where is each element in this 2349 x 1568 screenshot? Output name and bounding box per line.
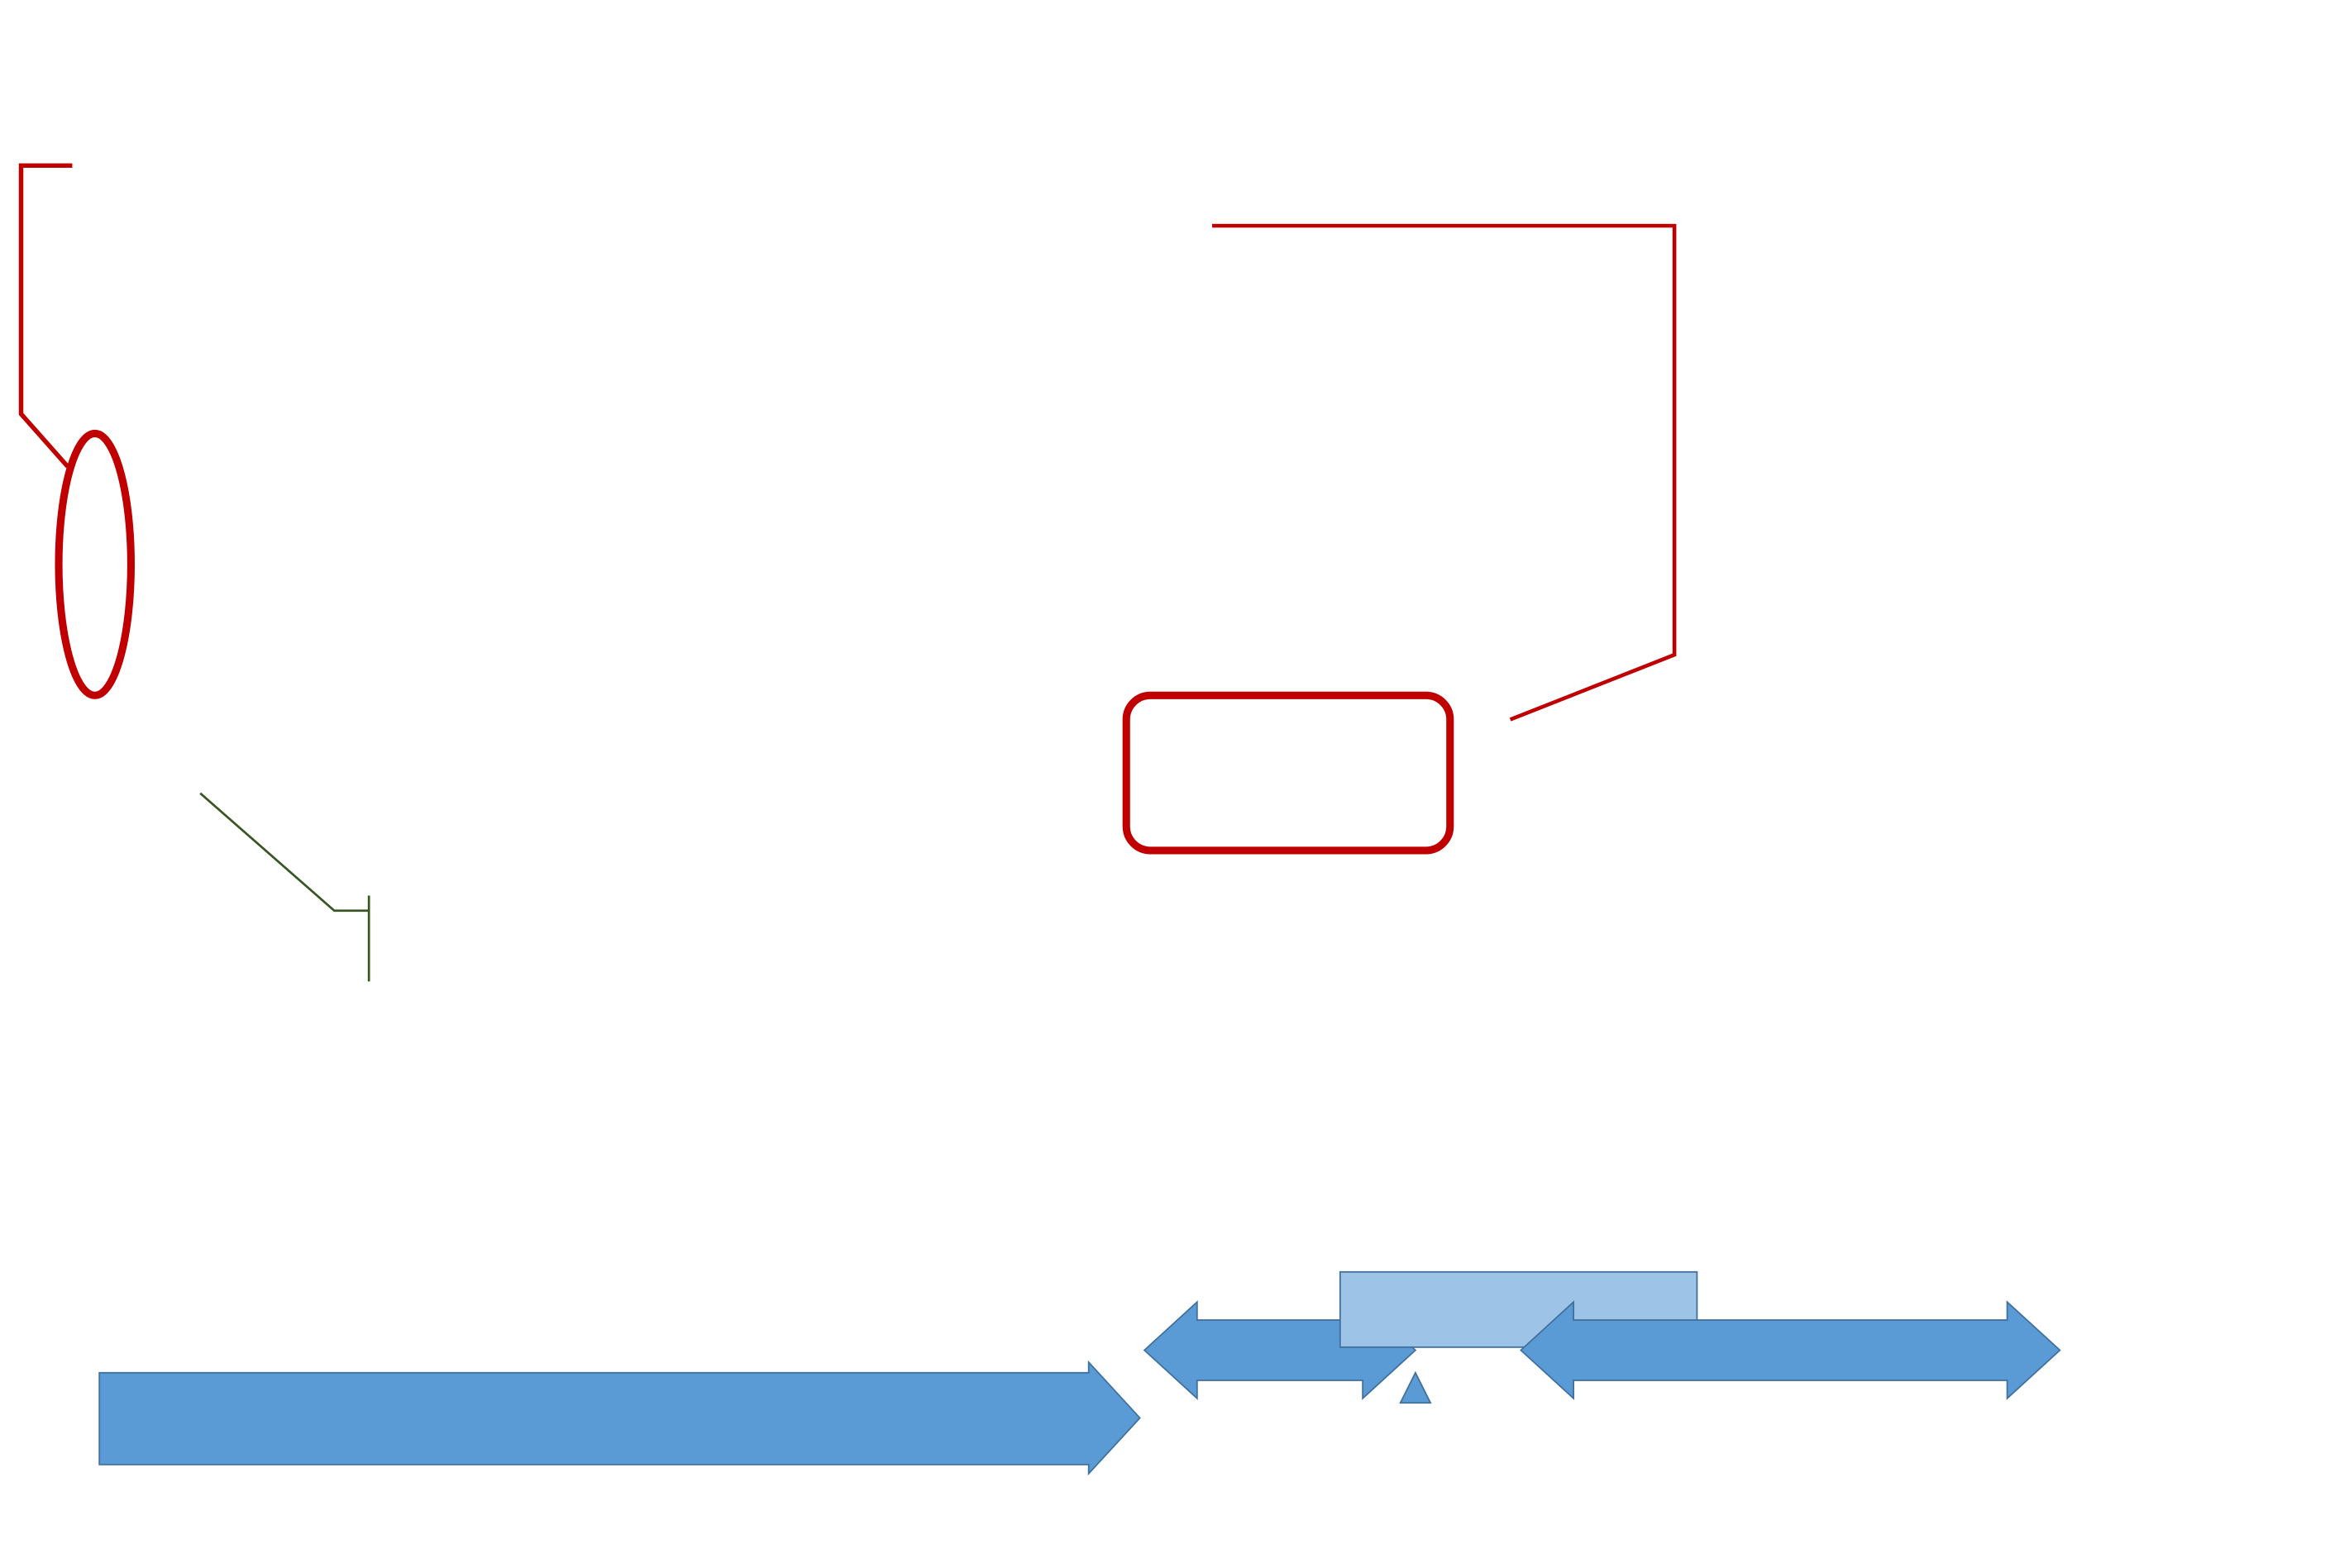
highlight-box: [1122, 691, 1454, 855]
callout-line: [1212, 223, 1677, 722]
arrow-shape: [1399, 1370, 1432, 1404]
callout-line: [18, 163, 73, 469]
arrow-shape: [1520, 1300, 2061, 1400]
highlight-ellipse: [55, 429, 135, 699]
callout-line: [199, 792, 370, 913]
arrow-shape: [98, 1360, 1141, 1476]
annotation-shapes: [18, 163, 2061, 1476]
